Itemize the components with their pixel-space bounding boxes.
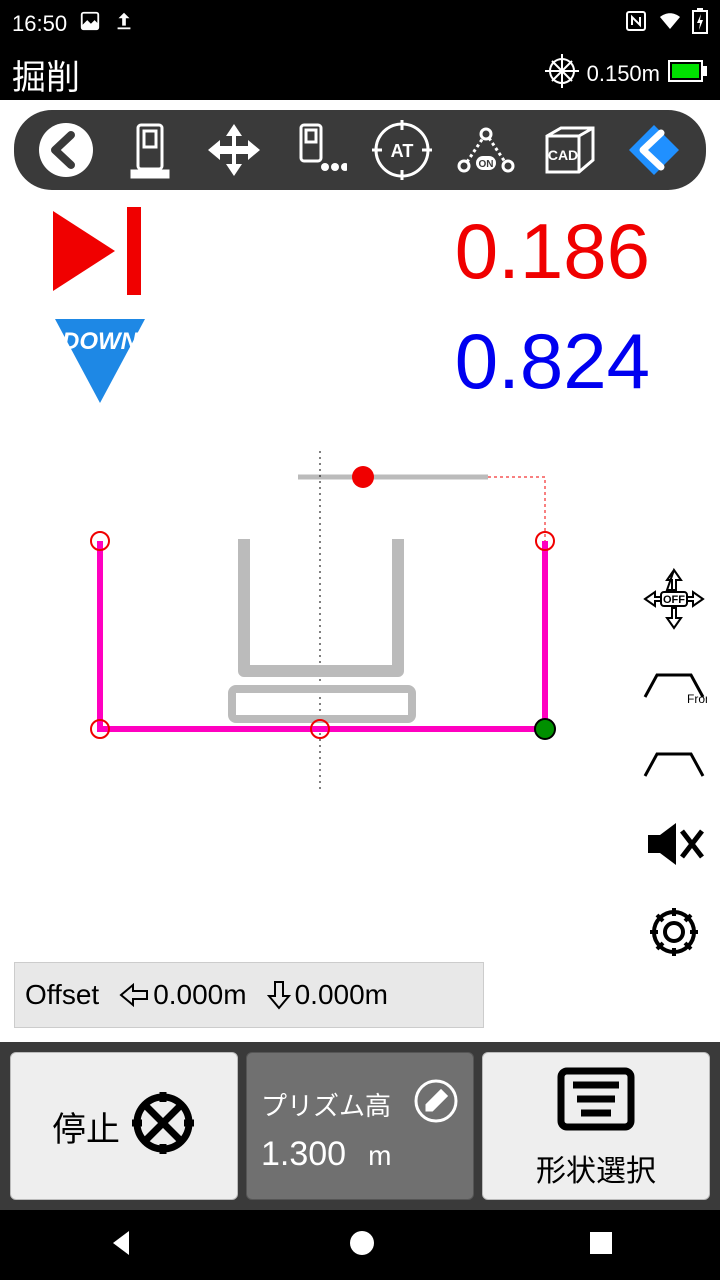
device-button[interactable] [118,118,182,182]
cad-button[interactable]: CAD [538,118,602,182]
settings-button[interactable] [646,904,702,965]
status-time: 16:50 [12,11,67,37]
pan-off-button[interactable]: OFF [641,566,707,637]
offset-horizontal: 0.000m [119,979,246,1011]
readouts: 0.186 DOWN 0.824 [0,196,690,416]
accuracy-value: 0.150m [587,61,660,87]
wifi-icon [658,9,682,39]
toolbar-container: AT ON CAD [0,100,720,196]
diamond-button[interactable] [622,118,686,182]
shape-icon [551,1063,641,1142]
target-x-icon [130,1090,196,1163]
at-button[interactable]: AT [370,118,434,182]
back-button[interactable] [34,118,98,182]
bottom-bar: 停止 プリズム高 1.300 m 形状選択 [0,1042,720,1210]
horizontal-value: 0.186 [200,206,690,297]
prism-value: 1.300 [261,1135,346,1174]
android-nav-bar [0,1210,720,1280]
readout-horizontal: 0.186 [0,196,690,306]
nav-recent-icon[interactable] [587,1229,615,1262]
front-profile-button[interactable]: Front [641,667,707,716]
nav-home-icon[interactable] [347,1228,377,1263]
svg-text:AT: AT [391,141,414,161]
down-arrow-icon: DOWN [0,311,200,411]
battery-charging-icon [692,8,708,40]
svg-text:Front: Front [687,692,707,706]
readout-vertical: DOWN 0.824 [0,306,690,416]
image-icon [79,10,101,38]
main-area: 0.186 DOWN 0.824 [0,196,720,1042]
offset-bar[interactable]: Offset 0.000m 0.000m [14,962,484,1028]
svg-text:ON: ON [479,159,494,170]
nav-back-icon[interactable] [105,1227,137,1264]
stop-button[interactable]: 停止 [10,1052,238,1200]
move-button[interactable] [202,118,266,182]
prism-unit: m [368,1140,391,1172]
prism-height-button[interactable]: プリズム高 1.300 m [246,1052,474,1200]
offset-label: Offset [25,979,99,1011]
upload-icon [113,10,135,38]
profile-button[interactable] [641,746,707,789]
android-status-bar: 16:50 [0,0,720,48]
offset-vertical: 0.000m [267,979,388,1011]
nfc-icon [624,9,648,39]
cross-section-diagram[interactable] [0,431,720,831]
mute-button[interactable] [644,819,704,874]
device-more-button[interactable] [286,118,350,182]
reticle-icon [545,54,579,94]
svg-text:OFF: OFF [663,594,685,606]
shape-label: 形状選択 [536,1146,656,1190]
toolbar: AT ON CAD [14,110,706,190]
edit-icon [413,1078,459,1131]
svg-text:CAD: CAD [548,147,578,163]
play-bar-icon [0,201,200,301]
app-header: 掘削 0.150m [0,48,720,100]
vertical-value: 0.824 [200,316,690,407]
shape-select-button[interactable]: 形状選択 [482,1052,710,1200]
svg-text:DOWN: DOWN [62,328,139,355]
on-button[interactable]: ON [454,118,518,182]
page-title: 掘削 [12,50,80,99]
side-icon-bar: OFF Front [634,566,714,965]
battery-full-icon [668,60,708,88]
stop-label: 停止 [52,1102,120,1151]
prism-label: プリズム高 [261,1086,391,1123]
